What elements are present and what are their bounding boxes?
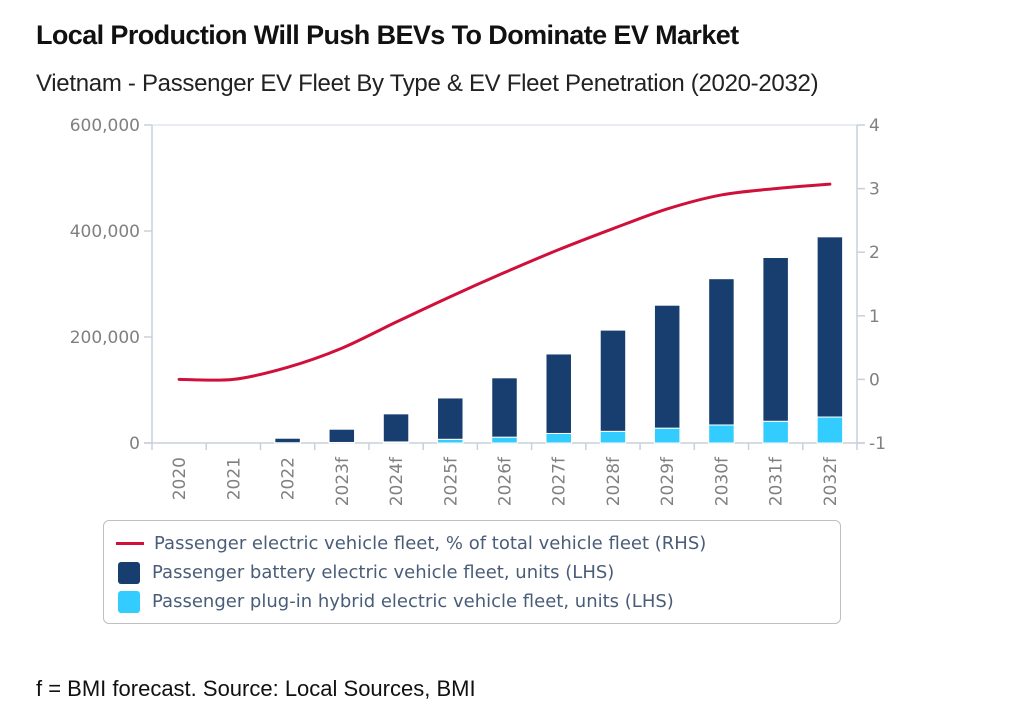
right-tick-label: 3 [869, 180, 880, 200]
x-tick-label: 2028f [604, 456, 624, 506]
x-tick-label: 2030f [712, 456, 732, 506]
legend-label: Passenger plug-in hybrid electric vehicl… [152, 591, 674, 612]
source-footnote: f = BMI forecast. Source: Local Sources,… [36, 676, 476, 701]
left-tick-label: 0 [129, 434, 140, 454]
bar-bev-2031f [762, 257, 789, 422]
line-series [177, 182, 832, 382]
right-tick-label: 4 [869, 116, 880, 136]
bar-phev-2031f [762, 420, 789, 444]
right-tick-label: 0 [869, 370, 880, 390]
left-tick-label: 400,000 [70, 222, 140, 242]
x-axis-labels: 2020 2021 2022 2023f 2024f 2025f 2026f 2027f 202… [170, 456, 841, 506]
x-tick-label: 2031f [767, 456, 787, 506]
bars [274, 236, 844, 444]
bar-phev-2030f [708, 424, 735, 444]
legend-swatch-bev [118, 561, 140, 584]
x-tick-label: 2032f [821, 456, 841, 506]
x-tick-label: 2024f [387, 456, 407, 506]
x-tick-label: 2020 [170, 457, 190, 500]
bar-bev-2027f [545, 353, 572, 434]
bar-bev-2028f [599, 329, 627, 432]
bar-phev-2025f [437, 438, 464, 444]
chart-subtitle: Vietnam - Passenger EV Fleet By Type & E… [36, 70, 819, 97]
legend-item-ev-share: Passenger electric vehicle fleet, % of t… [116, 529, 840, 558]
right-tick-label: -1 [869, 434, 886, 454]
bar-bev-2030f [708, 278, 735, 426]
bar-bev-2029f [653, 304, 681, 429]
bar-bev-2032f [816, 236, 844, 418]
bar-phev-2029f [653, 427, 681, 444]
left-tick-label: 200,000 [70, 328, 140, 348]
x-tick-label: 2025f [441, 456, 461, 506]
legend-label: Passenger battery electric vehicle fleet… [152, 562, 615, 583]
legend-item-phev: Passenger plug-in hybrid electric vehicl… [116, 587, 840, 616]
bar-phev-2026f [491, 436, 518, 444]
right-tick-label: 1 [869, 307, 880, 327]
bar-bev-2023f [328, 428, 356, 443]
right-tick-label: 2 [869, 243, 880, 263]
bar-phev-2027f [545, 432, 572, 444]
chart-title: Local Production Will Push BEVs To Domin… [36, 20, 739, 50]
legend-item-bev: Passenger battery electric vehicle fleet… [116, 558, 840, 587]
x-tick-label: 2023f [333, 456, 353, 506]
bar-phev-2032f [816, 416, 844, 444]
left-tick-label: 600,000 [70, 116, 140, 136]
x-tick-label: 2029f [658, 456, 678, 506]
legend-label: Passenger electric vehicle fleet, % of t… [154, 533, 707, 554]
axes: 0 200,000 400,000 600,000 -1 0 1 2 3 4 [70, 116, 886, 454]
legend-swatch-phev [118, 590, 140, 613]
bar-bev-2024f [382, 413, 410, 443]
legend-swatch-line [116, 542, 144, 545]
x-tick-label: 2021 [224, 457, 244, 500]
x-tick-label: 2027f [550, 456, 570, 506]
bar-phev-2028f [599, 430, 627, 444]
legend: Passenger electric vehicle fleet, % of t… [103, 520, 841, 624]
bar-bev-2022 [274, 437, 301, 444]
x-tick-label: 2022 [279, 457, 299, 500]
bar-bev-2026f [491, 377, 518, 438]
bar-bev-2025f [437, 397, 464, 440]
x-tick-label: 2026f [496, 456, 516, 506]
